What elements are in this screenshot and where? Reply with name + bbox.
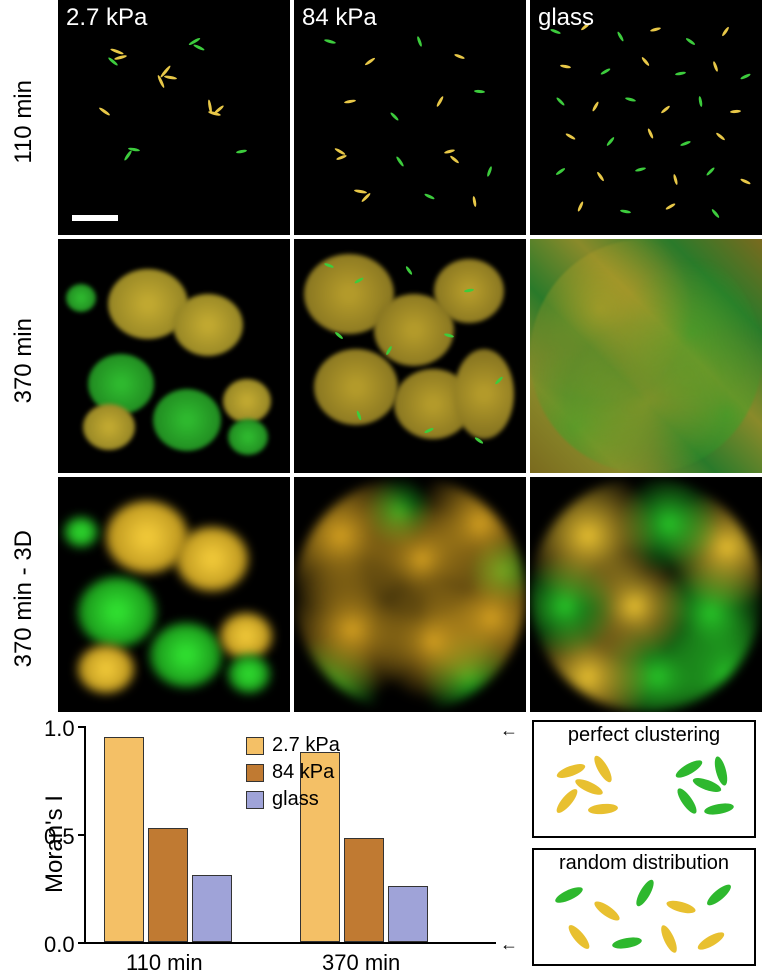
- chart-legend: 2.7 kPa 84 kPa glass: [246, 734, 340, 815]
- cell-r0-c1: 84 kPa: [294, 0, 526, 235]
- bar-g0-s0: [104, 737, 144, 942]
- cell-r1-c2: [530, 239, 762, 474]
- row-label-2: 370 min - 3D: [10, 530, 38, 667]
- micrograph-grid: 2.7 kPa 84 kPa: [58, 0, 762, 712]
- xtick-1: 370 min: [322, 950, 400, 976]
- col-label-2: glass: [538, 4, 594, 32]
- cell-r0-c0: 2.7 kPa: [58, 0, 290, 235]
- cell-r1-c0: [58, 239, 290, 474]
- bar-g0-s1: [148, 828, 188, 942]
- cell-r2-c0: [58, 477, 290, 712]
- arrow-bottom: ←: [500, 934, 518, 955]
- scale-bar: [72, 215, 118, 221]
- bar-g1-s2: [388, 886, 428, 942]
- ytick-05: 0.5: [44, 824, 75, 850]
- row-label-1: 370 min: [10, 318, 38, 403]
- cell-r1-c1: [294, 239, 526, 474]
- diagram-perfect-clustering: perfect clustering: [532, 720, 756, 838]
- diagram-random-distribution: random distribution: [532, 848, 756, 966]
- bar-chart: Moran's I 1.0 0.5 0.0 110 min 370 min 2.…: [0, 716, 510, 972]
- cell-r0-c2: glass: [530, 0, 762, 235]
- diagram-bottom-title: random distribution: [534, 852, 754, 875]
- col-label-0: 2.7 kPa: [66, 4, 147, 32]
- legend-2: glass: [272, 788, 319, 811]
- cell-r2-c1: [294, 477, 526, 712]
- col-label-1: 84 kPa: [302, 4, 377, 32]
- arrow-top: ←: [500, 720, 518, 741]
- ytick-0: 0.0: [44, 932, 75, 958]
- legend-0: 2.7 kPa: [272, 734, 340, 757]
- cell-r2-c2: [530, 477, 762, 712]
- legend-1: 84 kPa: [272, 761, 334, 784]
- row-label-0: 110 min: [10, 80, 38, 164]
- xtick-0: 110 min: [126, 950, 203, 976]
- bar-g0-s2: [192, 875, 232, 942]
- ytick-1: 1.0: [44, 716, 75, 742]
- diagram-top-title: perfect clustering: [534, 724, 754, 747]
- bar-g1-s1: [344, 838, 384, 942]
